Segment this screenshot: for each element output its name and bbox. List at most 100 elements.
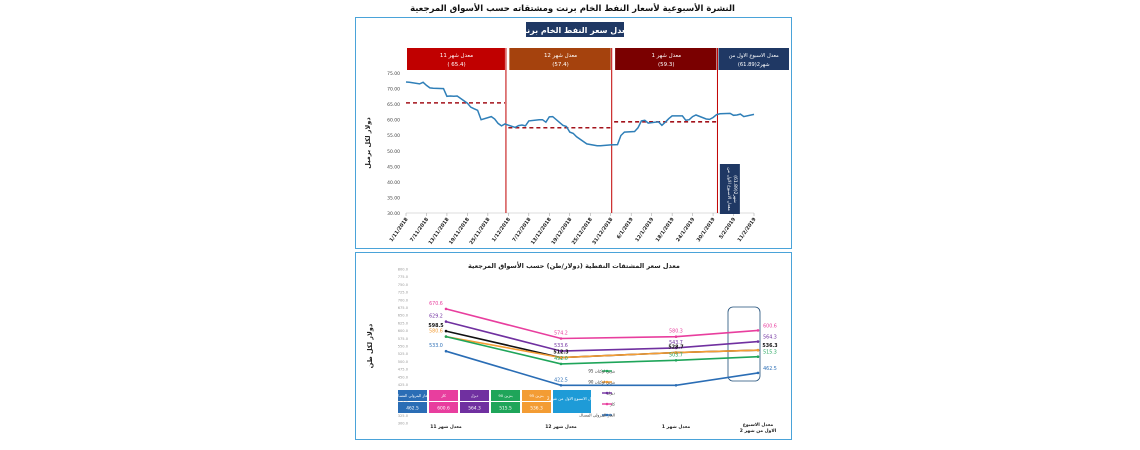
data-label: 462.5 [763, 366, 777, 372]
series-point [444, 320, 448, 323]
y-tick-label: 65.00 [387, 102, 400, 108]
week-vertical-value: شهر2(61.89) [732, 175, 738, 203]
y-tick-label: 600.0 [398, 329, 409, 333]
table-header-label: كاز [440, 393, 446, 398]
table-value: 536.3 [530, 406, 543, 412]
brent-price-chart: معدل سعر النفط الخام برنت 30.00 35.00 40.00… [364, 22, 789, 246]
x-tick-label: 31/12/2018 [591, 216, 614, 246]
series-point [559, 362, 563, 366]
y-tick-label: 500.0 [398, 360, 409, 364]
table-row-label-cell [553, 390, 591, 413]
data-label: 536.3 [762, 343, 777, 349]
series-point [756, 355, 760, 358]
week-average-value: شهر2(61.89) [738, 62, 770, 68]
week-average-box [718, 48, 789, 70]
y-tick-label: 550.0 [398, 345, 409, 349]
y-tick-label: 750.0 [398, 283, 409, 287]
y-tick-label: 300.0 [398, 422, 409, 426]
month-average-box [615, 48, 717, 70]
x-tick-label: 18/1/2019 [655, 216, 676, 243]
y-tick-label: 575.0 [398, 337, 409, 341]
data-label: 528.7 [668, 345, 683, 351]
series-point [559, 349, 563, 353]
legend-marker [605, 413, 609, 417]
data-label: 580.6 [429, 329, 443, 335]
x-tick-label: 1/12/2018 [491, 216, 512, 243]
x-tick-label: 5/2/2019 [718, 216, 737, 240]
y-tick-label: 725.0 [398, 291, 409, 295]
week-vertical-label: معدل الاسبوع الاول من [726, 167, 731, 211]
series-point [674, 346, 678, 350]
y-tick-label: 70.00 [387, 87, 400, 93]
chart-title: معدل سعر النفط الخام برنت [519, 26, 632, 35]
y-tick-label: 475.0 [398, 368, 409, 372]
x-tick-label: 1/11/2018 [389, 216, 410, 243]
data-label: 670.6 [429, 301, 443, 307]
chart-title-box [526, 22, 624, 37]
legend-label: بنزين اوكتان 90 [588, 380, 615, 385]
series-point [756, 329, 760, 332]
legend-marker [605, 369, 609, 373]
x-tick-label: معدل الاسبوع [743, 423, 774, 428]
y-tick-label: 35.00 [387, 195, 400, 201]
legend-marker [605, 380, 609, 384]
series-point [559, 384, 563, 387]
x-tick-label: 25/11/2018 [469, 216, 492, 246]
table-value-cell [491, 402, 520, 413]
y-tick-label: 75.00 [387, 71, 400, 77]
x-tick-label: الاول من شهر 2 [740, 428, 777, 434]
y-axis-label: دولار لكل طن [366, 323, 374, 368]
data-label: 533.0 [429, 343, 443, 349]
series-point [444, 307, 448, 311]
month-average-box [407, 48, 505, 70]
series-point [674, 359, 678, 362]
y-tick-label: 50.00 [387, 149, 400, 155]
y-tick-label: 425.0 [398, 383, 409, 387]
data-label: 564.3 [763, 335, 777, 341]
data-label: 600.6 [763, 323, 777, 329]
x-tick-label: 7/11/2018 [409, 216, 430, 243]
y-tick-label: 60.00 [387, 118, 400, 124]
series-point [444, 329, 448, 333]
data-label: 543.7 [669, 340, 683, 346]
x-tick-label: 19/12/2018 [550, 216, 573, 246]
data-label: 422.5 [554, 377, 568, 383]
table-header-label: بنزين 95 [529, 393, 543, 398]
chart-title: معدل سعر المشتقات النفطية (دولار/طن) حسب… [468, 261, 680, 270]
x-tick-label: 12/1/2019 [634, 216, 655, 243]
table-value: 515.5 [499, 406, 512, 412]
week-vertical-box [719, 164, 740, 214]
table-header-cell [491, 390, 520, 401]
table-header-cell [429, 390, 458, 401]
y-tick-label: 700.0 [398, 298, 409, 302]
x-tick-label: 30/1/2019 [696, 216, 717, 243]
month-average-label: معدل شهر 11 [440, 53, 473, 59]
data-label: 574.2 [554, 331, 568, 337]
products-price-chart: معدل سعر المشتقات النفطية (دولار/طن) حسب… [366, 261, 778, 434]
month-average-value: (59.3) [658, 62, 675, 68]
y-tick-label: 800.0 [398, 268, 409, 272]
y-tick-label: 45.00 [387, 164, 400, 170]
series-point [559, 337, 563, 340]
month-average-box [509, 48, 611, 70]
legend-marker [605, 402, 609, 406]
month-average-label: معدل شهر 1 [651, 53, 681, 59]
week-average-label: معدل الاسبوع الاول من [729, 53, 779, 59]
data-label: 512.3 [553, 350, 568, 356]
y-tick-label: 625.0 [398, 321, 409, 325]
y-tick-label: 40.00 [387, 180, 400, 186]
table-header-label: بنزين 90 [498, 393, 512, 398]
series-point [756, 340, 760, 343]
x-tick-label: 13/12/2018 [530, 216, 553, 246]
series-line [445, 320, 759, 352]
series-point [674, 351, 678, 354]
table-header-label: الغاز البترولي المسال [396, 393, 430, 398]
series-point [756, 348, 760, 352]
series-line [445, 350, 759, 387]
y-tick-label: 525.0 [398, 352, 409, 356]
brent-price-line [405, 81, 755, 147]
table-row-label: معدل الاسبوع الاول من شهر2 [547, 396, 597, 401]
y-tick-label: 55.00 [387, 133, 400, 139]
table-value-cell [522, 402, 551, 413]
legend-label: ديزل [607, 391, 615, 396]
